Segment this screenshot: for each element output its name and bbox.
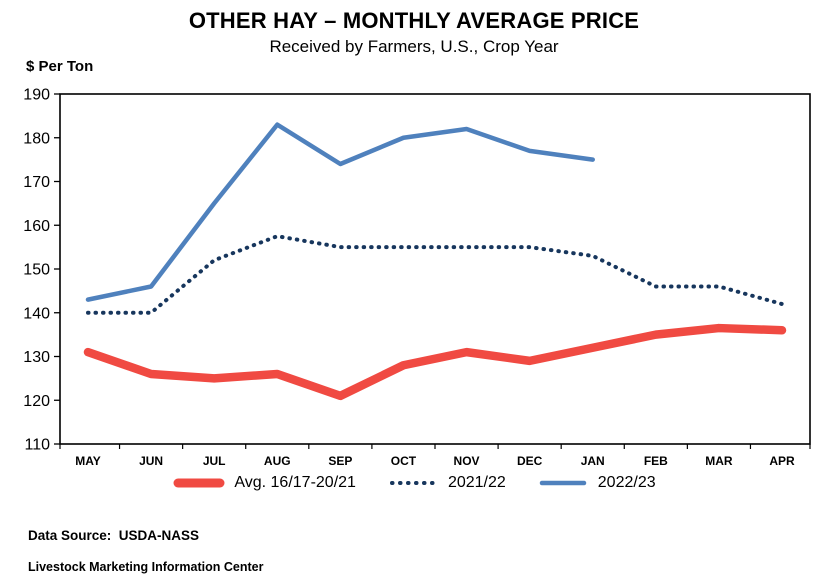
data-source-note: Data Source: USDA-NASS (28, 528, 200, 543)
legend-item-avg: Avg. 16/17-20/21 (172, 474, 356, 492)
svg-text:180: 180 (23, 130, 50, 147)
svg-text:170: 170 (23, 174, 50, 191)
legend-swatch-avg-line (173, 478, 225, 488)
svg-text:150: 150 (23, 262, 50, 279)
legend: Avg. 16/17-20/21 2021/22 2022/23 (0, 474, 828, 492)
svg-text:110: 110 (24, 437, 50, 454)
svg-text:JAN: JAN (581, 454, 605, 468)
svg-text:JUL: JUL (203, 454, 226, 468)
svg-text:130: 130 (23, 349, 50, 366)
svg-text:MAY: MAY (75, 454, 101, 468)
chart-subtitle: Received by Farmers, U.S., Crop Year (269, 37, 559, 56)
org-note: Livestock Marketing Information Center (28, 560, 264, 574)
svg-text:DEC: DEC (517, 454, 543, 468)
svg-text:190: 190 (23, 87, 50, 104)
svg-text:APR: APR (769, 454, 795, 468)
svg-text:160: 160 (23, 218, 50, 235)
y-axis-label: $ Per Ton (26, 58, 94, 75)
chart-area: 110 120 130 140 150 160 170 180 190 MAY JUN JUL AUG S… (16, 70, 816, 472)
svg-text:SEP: SEP (328, 454, 352, 468)
legend-swatch-2021-22-dotted-line (389, 481, 436, 485)
svg-text:120: 120 (23, 393, 50, 410)
legend-label-2021-22: 2021/22 (447, 474, 506, 491)
svg-text:AUG: AUG (264, 454, 291, 468)
svg-text:OCT: OCT (391, 454, 417, 468)
chart-title: OTHER HAY – MONTHLY AVERAGE PRICE (188, 8, 640, 33)
svg-text:JUN: JUN (139, 454, 163, 468)
svg-text:FEB: FEB (644, 454, 668, 468)
legend-item-2022-23: 2022/23 (536, 474, 656, 492)
svg-text:140: 140 (23, 305, 50, 322)
svg-text:NOV: NOV (454, 454, 480, 468)
legend-item-2021-22: 2021/22 (386, 474, 506, 492)
legend-swatch-2022-23-line (539, 480, 587, 486)
legend-label-2022-23: 2022/23 (597, 474, 656, 491)
chart-svg: 110 120 130 140 150 160 170 180 190 MAY JUN JUL AUG S… (23, 87, 811, 468)
legend-label-avg: Avg. 16/17-20/21 (234, 474, 356, 491)
svg-text:MAR: MAR (705, 454, 733, 468)
